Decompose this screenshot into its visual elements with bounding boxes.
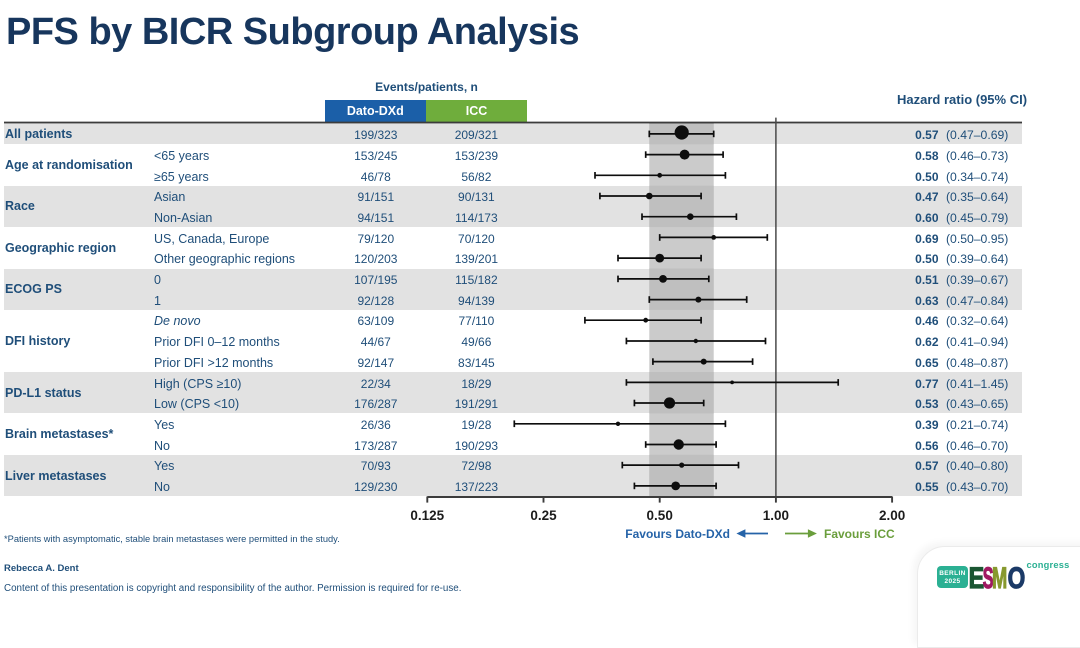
svg-text:M: M xyxy=(992,563,1007,596)
svg-text:S: S xyxy=(983,562,994,596)
svg-text:E: E xyxy=(969,561,985,594)
svg-text:O: O xyxy=(1008,561,1026,595)
